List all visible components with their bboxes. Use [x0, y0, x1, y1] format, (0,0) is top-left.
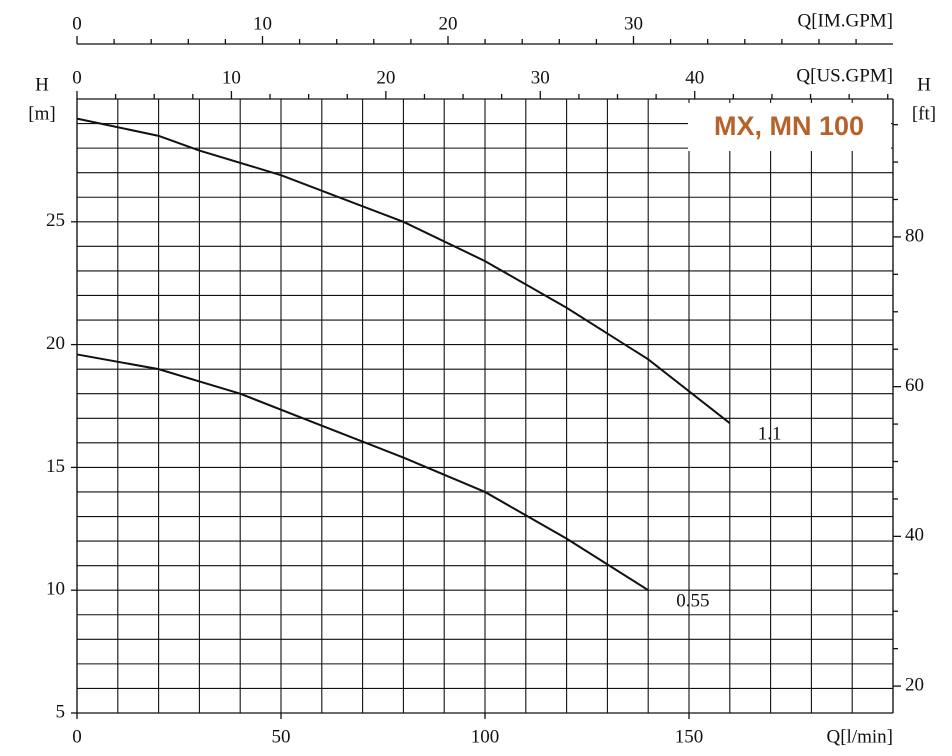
y-tick-label: 5 [56, 701, 66, 722]
y-tick-label: 20 [46, 333, 65, 354]
y2-unit: [ft] [912, 103, 936, 124]
x-tick-label: 100 [471, 726, 500, 747]
y-tick-label: 15 [46, 456, 65, 477]
x3-label: Q[IM.GPM] [797, 10, 893, 31]
x3-tick-label: 30 [624, 13, 643, 34]
y2-tick-label: 80 [905, 225, 924, 246]
x2-tick-label: 40 [685, 67, 704, 88]
x-label: Q[l/min] [827, 726, 894, 747]
y-label: H [35, 74, 49, 95]
x2-tick-label: 0 [72, 67, 82, 88]
curve [76, 117, 731, 424]
chart-title: MX, MN 100 [714, 111, 864, 141]
x3-tick-label: 10 [253, 13, 272, 34]
x3-tick-label: 0 [72, 13, 82, 34]
curve-label: 1.1 [758, 424, 782, 445]
y2-label: H [917, 74, 931, 95]
x2-tick-label: 10 [222, 67, 241, 88]
y-unit: [m] [28, 103, 55, 124]
curve-label: 0.55 [676, 591, 709, 612]
y2-tick-label: 40 [905, 525, 924, 546]
x-tick-label: 150 [675, 726, 704, 747]
y-tick-label: 25 [46, 210, 65, 231]
x3-tick-label: 20 [438, 13, 457, 34]
x2-tick-label: 30 [531, 67, 550, 88]
x-tick-label: 50 [272, 726, 291, 747]
x-tick-label: 0 [72, 726, 82, 747]
y2-tick-label: 60 [905, 375, 924, 396]
curve [76, 353, 649, 592]
x2-label: Q[US.GPM] [796, 65, 893, 86]
x2-tick-label: 20 [376, 67, 395, 88]
title-box [688, 103, 891, 151]
y2-tick-label: 20 [905, 674, 924, 695]
y-tick-label: 10 [46, 579, 65, 600]
